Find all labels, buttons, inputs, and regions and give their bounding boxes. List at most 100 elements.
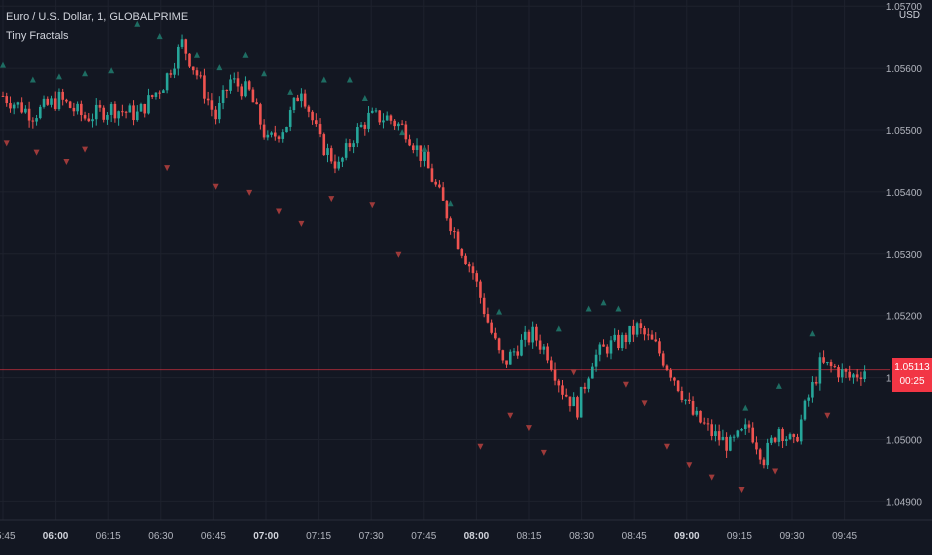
- fractal-up-marker: [261, 70, 268, 77]
- candle-body: [557, 380, 561, 386]
- candle-body: [576, 397, 579, 418]
- y-tick-label: 1.04900: [886, 497, 923, 508]
- candle-body: [542, 346, 546, 350]
- candle-body: [546, 346, 549, 361]
- candle-body: [117, 111, 120, 119]
- candle-body: [1, 95, 5, 97]
- candle-body: [311, 111, 314, 121]
- fractal-down-marker: [164, 165, 171, 172]
- candle-body: [691, 401, 695, 415]
- candle-body: [303, 93, 307, 107]
- fractal-down-marker: [369, 202, 376, 209]
- candle-body: [445, 200, 449, 219]
- candle-body: [673, 377, 676, 381]
- currency-label[interactable]: USD: [898, 10, 920, 21]
- fractal-down-marker: [663, 443, 670, 450]
- candle-body: [460, 249, 464, 256]
- candle-body: [766, 442, 769, 466]
- candle-body: [609, 340, 613, 354]
- candle-body: [173, 68, 176, 75]
- fractal-down-marker: [33, 149, 40, 156]
- candle-body: [27, 108, 31, 121]
- candle-body: [661, 353, 665, 366]
- fractal-up-marker: [55, 73, 62, 80]
- candle-body: [684, 399, 687, 401]
- candle-body: [39, 106, 42, 119]
- candle-body: [822, 357, 825, 363]
- candle-body: [535, 326, 538, 341]
- candle-body: [251, 89, 255, 103]
- candle-body: [135, 111, 139, 121]
- fractal-up-marker: [134, 20, 141, 27]
- candle-body: [281, 132, 285, 139]
- candle-body: [132, 105, 135, 121]
- candle-body: [426, 151, 430, 169]
- candle-body: [188, 53, 191, 67]
- indicator-label[interactable]: Tiny Fractals: [6, 30, 69, 42]
- candle-body: [91, 119, 94, 122]
- candle-body: [456, 231, 460, 250]
- candle-body: [467, 264, 471, 267]
- candle-body: [441, 187, 445, 201]
- candle-body: [516, 351, 520, 356]
- candle-body: [162, 90, 165, 94]
- candle-body: [669, 370, 672, 378]
- candle-body: [423, 151, 426, 161]
- symbol-title[interactable]: Euro / U.S. Dollar, 1, GLOBALPRIME: [6, 11, 189, 23]
- candle-body: [568, 396, 572, 407]
- fractal-up-marker: [156, 33, 163, 40]
- candle-body: [490, 322, 493, 333]
- candle-body: [844, 369, 848, 372]
- candle-body: [139, 103, 143, 112]
- candle-body: [725, 436, 728, 451]
- candle-body: [404, 124, 408, 140]
- candle-body: [262, 124, 266, 138]
- x-tick-label: 06:00: [43, 531, 69, 542]
- candle-body: [273, 132, 277, 137]
- candle-body: [57, 91, 61, 110]
- candle-body: [553, 369, 557, 381]
- candle-body: [538, 340, 542, 350]
- candle-body: [408, 139, 411, 146]
- candle-body: [736, 430, 740, 437]
- fractal-down-marker: [212, 183, 219, 190]
- candle-body: [374, 110, 378, 112]
- candle-body: [501, 350, 505, 361]
- candle-body: [829, 362, 833, 367]
- fractal-up-marker: [29, 76, 36, 83]
- candle-body: [180, 39, 184, 47]
- candle-body: [98, 104, 102, 108]
- last-price-badge: 1.05113 00:25: [892, 358, 932, 392]
- candle-body: [628, 325, 631, 343]
- fractal-up-marker: [600, 299, 607, 306]
- fractal-down-marker: [298, 220, 305, 227]
- candle-body: [385, 115, 389, 121]
- candle-body: [449, 218, 452, 232]
- candle-body: [266, 134, 270, 138]
- candle-body: [210, 100, 214, 110]
- candle-body: [564, 394, 568, 397]
- candle-body: [602, 344, 605, 347]
- candle-body: [24, 108, 27, 113]
- candle-body: [337, 161, 340, 169]
- candle-body: [781, 429, 784, 442]
- candle-body: [479, 281, 482, 298]
- candle-body: [16, 102, 20, 105]
- candle-body: [83, 115, 87, 119]
- candle-body: [68, 101, 72, 108]
- candle-body: [658, 341, 661, 354]
- candle-body: [322, 134, 326, 156]
- candle-body: [356, 127, 359, 144]
- candle-body: [721, 436, 725, 441]
- candle-body: [150, 95, 154, 97]
- x-tick-label: 07:00: [253, 531, 279, 542]
- fractal-up-marker: [399, 129, 406, 136]
- fractal-down-marker: [570, 369, 577, 376]
- fractal-up-marker: [287, 88, 294, 95]
- fractal-down-marker: [708, 474, 715, 481]
- x-tick-label: 09:45: [832, 531, 857, 542]
- y-tick-label: 1.05700: [886, 2, 923, 13]
- candle-body: [512, 351, 516, 353]
